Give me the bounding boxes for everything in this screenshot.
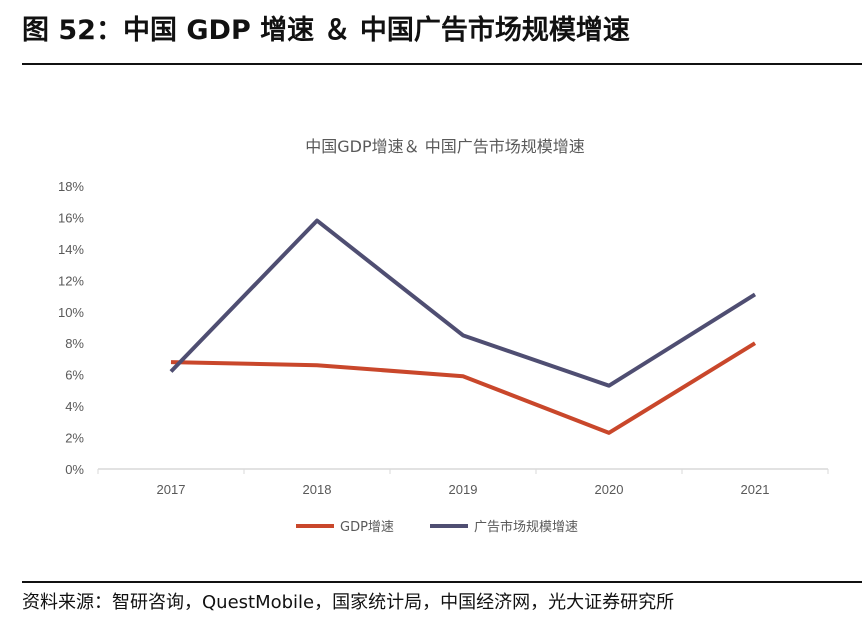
x-tick-label: 2017 [157, 482, 186, 497]
y-tick-label: 8% [65, 336, 84, 351]
legend-label: 广告市场规模增速 [474, 519, 578, 535]
y-tick-label: 2% [65, 431, 84, 446]
bottom-divider [22, 581, 862, 583]
y-tick-label: 14% [58, 242, 84, 257]
y-tick-label: 18% [58, 179, 84, 194]
figure-title: 图 52：中国 GDP 增速 ＆ 中国广告市场规模增速 [22, 15, 630, 46]
y-tick-label: 6% [65, 368, 84, 383]
chart-title: 中国GDP增速＆ 中国广告市场规模增速 [305, 137, 584, 156]
y-tick-label: 12% [58, 273, 84, 288]
y-tick-label: 4% [65, 399, 84, 414]
x-tick-label: 2018 [303, 482, 332, 497]
y-tick-label: 0% [65, 462, 84, 477]
series-line-gdp [170, 341, 757, 435]
x-tick-label: 2019 [449, 482, 478, 497]
y-axis: 0% 2% 4% 6% 8% 10% 12% 14% 16% 18% [58, 179, 84, 477]
y-tick-label: 10% [58, 305, 84, 320]
top-divider [22, 63, 862, 65]
y-tick-label: 16% [58, 210, 84, 225]
legend: GDP增速 广告市场规模增速 [296, 519, 578, 535]
x-tick-label: 2021 [741, 482, 770, 497]
legend-label: GDP增速 [340, 520, 394, 535]
source-note: 资料来源：智研咨询，QuestMobile，国家统计局，中国经济网，光大证券研究… [22, 592, 675, 613]
x-axis: 2017 2018 2019 2020 2021 [97, 468, 829, 497]
series-line-ad-market [169, 218, 757, 388]
x-tick-label: 2020 [595, 482, 624, 497]
series-lines [169, 218, 757, 435]
